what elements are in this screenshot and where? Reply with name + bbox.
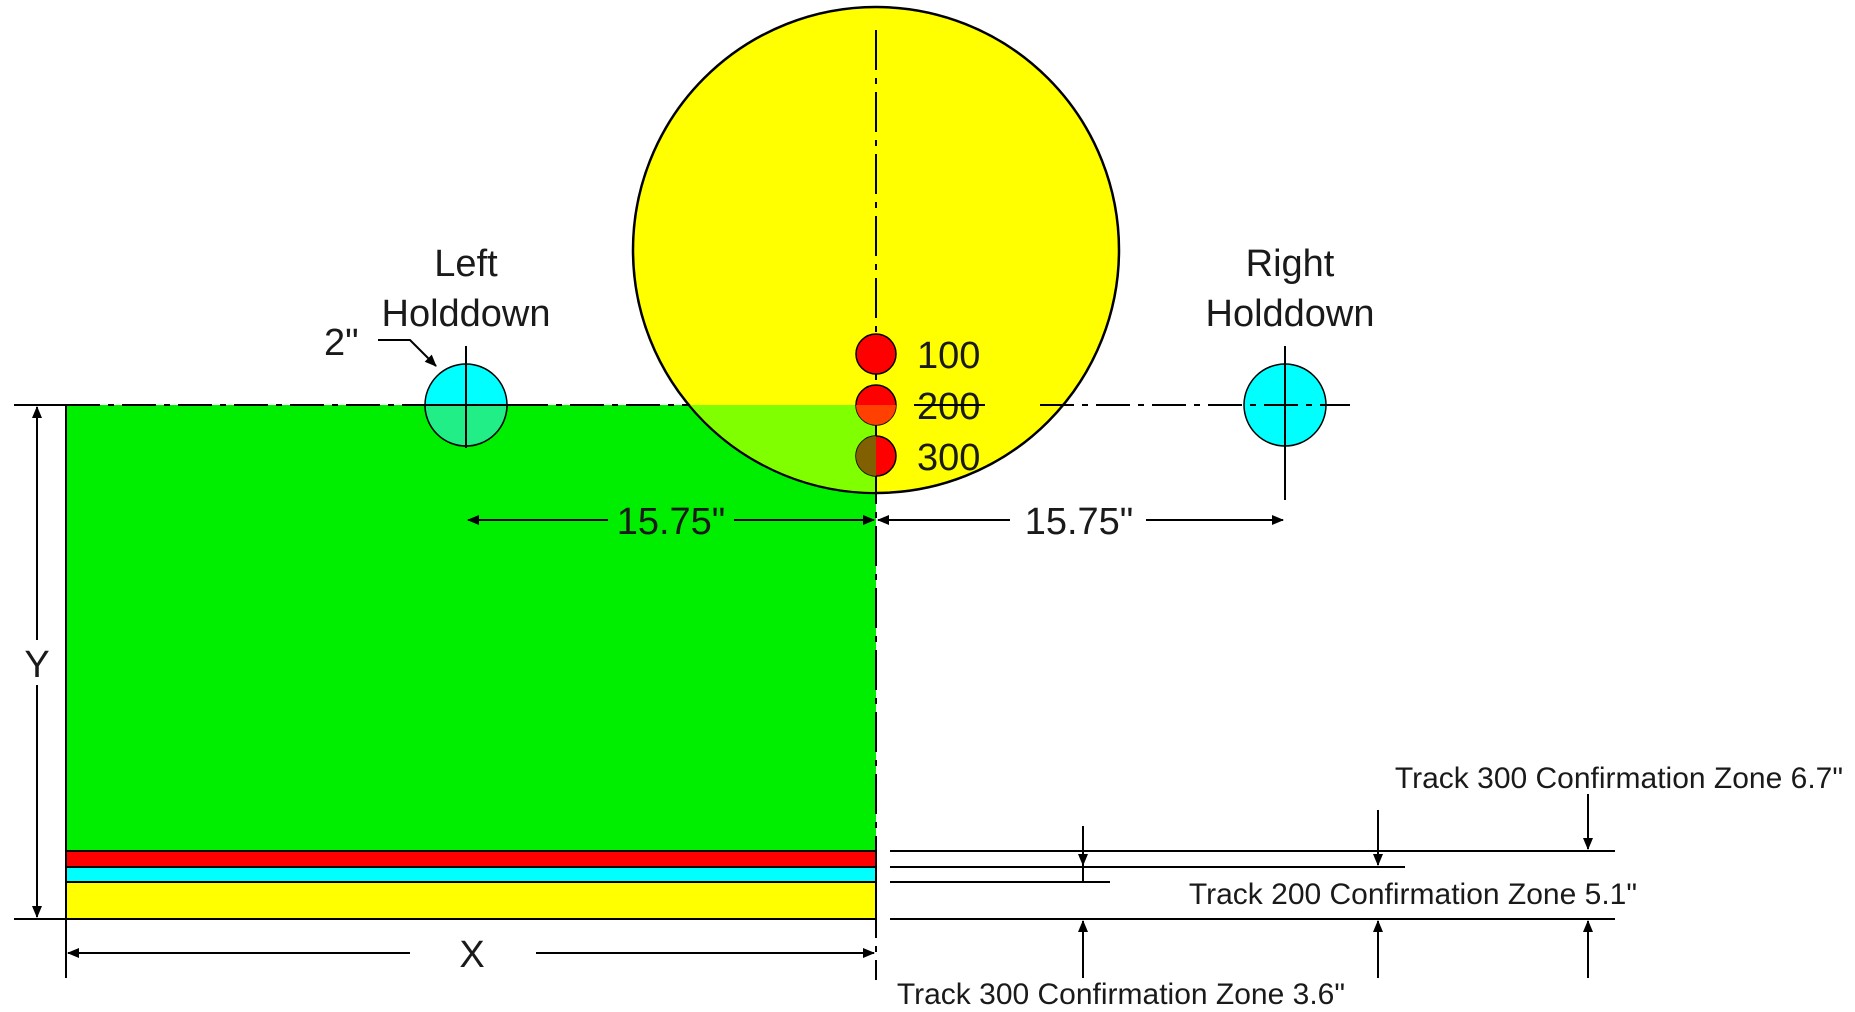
y-axis-label: Y xyxy=(24,644,49,686)
track-100-label: 100 xyxy=(917,335,980,377)
strip-cyan xyxy=(65,866,877,883)
diameter-leader xyxy=(378,339,437,367)
track-100-marker xyxy=(855,333,897,375)
zone-bottom-label: Track 300 Confirmation Zone 3.6" xyxy=(897,978,1345,1011)
strip-red xyxy=(65,850,877,868)
x-axis-label: X xyxy=(459,934,484,976)
board-area xyxy=(66,405,876,851)
dim-right-label: 15.75" xyxy=(1025,501,1134,543)
left-holddown-label-1: Left xyxy=(434,243,498,285)
zone-mid-label: Track 200 Confirmation Zone 5.1" xyxy=(1189,878,1637,911)
dim-left-label: 15.75" xyxy=(617,501,726,543)
right-holddown-label-2: Holddown xyxy=(1206,293,1375,335)
strip-yellow xyxy=(65,881,877,920)
track-200-marker-lower xyxy=(856,405,896,425)
track-300-label: 300 xyxy=(917,437,980,479)
left-holddown-label-2: Holddown xyxy=(382,293,551,335)
zone-top-label: Track 300 Confirmation Zone 6.7" xyxy=(1395,762,1843,795)
track-200-label: 200 xyxy=(917,386,980,428)
diameter-label: 2" xyxy=(324,322,359,364)
track-300-marker-left xyxy=(856,436,876,476)
right-holddown-label-1: Right xyxy=(1246,243,1335,285)
disc-board-overlap xyxy=(690,405,876,492)
